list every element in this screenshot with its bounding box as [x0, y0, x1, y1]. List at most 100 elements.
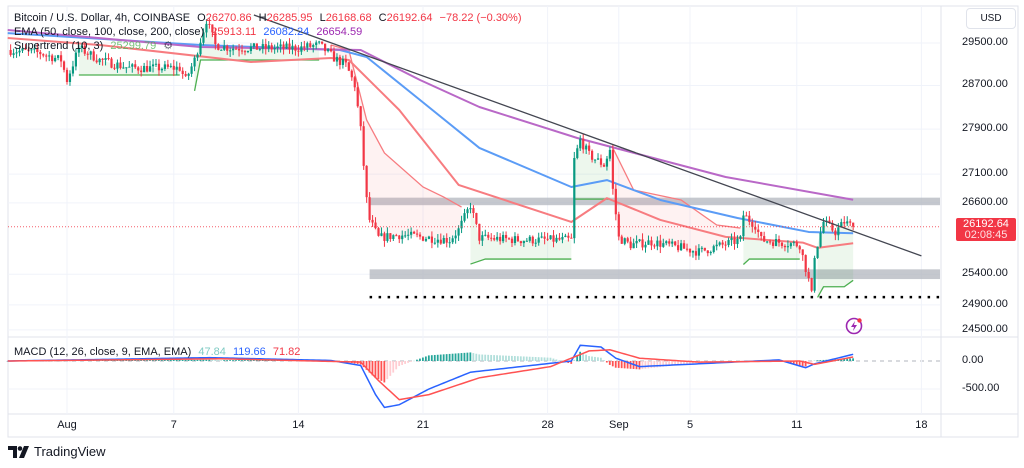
candle-body: [442, 237, 445, 244]
macd-histogram-bar: [795, 361, 798, 366]
macd-histogram-bar: [602, 360, 605, 361]
candle-body: [119, 62, 122, 69]
candle-body: [831, 222, 834, 231]
candle-body: [789, 243, 792, 247]
macd-histogram-bar: [392, 361, 395, 373]
macd-histogram-bar: [534, 357, 537, 361]
candle-body: [160, 68, 164, 71]
macd-histogram-bar: [472, 353, 475, 361]
macd-histogram-bar: [531, 356, 534, 361]
candle-body: [324, 43, 327, 52]
macd-histogram-bar: [430, 355, 433, 361]
candle-body: [834, 230, 837, 236]
candle-body: [564, 235, 567, 238]
candle-body: [504, 234, 508, 239]
macd-histogram-bar: [166, 360, 169, 361]
macd-histogram-bar: [368, 361, 371, 373]
candle-body: [552, 235, 555, 242]
macd-histogram-bar: [255, 360, 258, 361]
macd-histogram-bar: [475, 353, 478, 361]
candle-body: [276, 46, 279, 49]
candle-body: [792, 242, 795, 244]
macd-legend[interactable]: MACD (12, 26, close, 9, EMA, EMA) 47.84 …: [14, 345, 304, 359]
candle-body: [534, 242, 537, 244]
candle-body: [258, 48, 261, 50]
candle-body: [733, 238, 736, 245]
candle-body: [522, 241, 525, 244]
candle-body: [703, 247, 706, 251]
macd-histogram-bar: [226, 360, 228, 361]
candle-body: [223, 45, 226, 50]
macd-histogram-bar: [190, 359, 193, 361]
macd-histogram-bar: [579, 351, 582, 361]
lightning-alert-icon[interactable]: [845, 317, 863, 335]
tradingview-logo[interactable]: TradingView: [8, 444, 106, 459]
candle-body: [329, 49, 333, 52]
candle-body: [614, 188, 617, 215]
candle-body: [561, 237, 564, 240]
candle-body: [496, 236, 499, 240]
candle-body: [380, 233, 383, 236]
macd-histogram-bar: [668, 361, 671, 367]
candle-body: [190, 66, 193, 74]
macd-histogram-bar: [591, 356, 593, 361]
candle-body: [849, 221, 852, 223]
candle-body: [602, 164, 606, 167]
candle-body: [558, 237, 561, 240]
macd-histogram-bar: [223, 360, 226, 361]
candle-body: [843, 222, 846, 224]
macd-histogram-bar: [582, 353, 584, 361]
macd-histogram-bar: [377, 361, 380, 380]
candle-body: [730, 238, 733, 241]
candle-body: [555, 237, 558, 242]
candle-body: [217, 44, 220, 50]
candle-body: [626, 238, 629, 242]
candle-body: [154, 63, 158, 65]
macd-histogram-bar: [674, 361, 676, 366]
candle-body: [297, 50, 300, 52]
trendline: [253, 14, 922, 257]
macd-histogram-bar: [528, 356, 531, 361]
candle-body: [246, 51, 250, 53]
macd-histogram-bar: [442, 354, 445, 361]
currency-button[interactable]: USD: [966, 8, 1016, 29]
macd-histogram-bar: [389, 361, 392, 376]
supertrend-down-line: [612, 147, 741, 229]
settings-gear-icon[interactable]: ⚙: [163, 40, 174, 52]
macd-histogram-bar: [478, 354, 481, 361]
candle-body: [157, 63, 161, 71]
supertrend-fill: [612, 148, 741, 252]
candle-body: [706, 250, 709, 254]
macd-histogram-bar: [522, 356, 525, 361]
candle-body: [252, 43, 255, 47]
macd-histogram-bar: [689, 361, 691, 364]
candle-body: [36, 48, 39, 52]
supertrend-fill: [470, 204, 572, 265]
high-value: 26285.95: [266, 12, 313, 24]
candle-body: [98, 58, 101, 63]
macd-histogram-bar: [543, 357, 546, 361]
supertrend-legend[interactable]: Supertrend (10, 3) 25299.79 ⚙: [14, 39, 177, 53]
candle-body: [549, 235, 552, 240]
macd-histogram-bar: [588, 356, 590, 361]
macd-histogram-bar: [199, 359, 202, 361]
macd-histogram-bar: [816, 360, 819, 361]
macd-histogram-bar: [398, 361, 401, 367]
candle-body: [306, 43, 309, 48]
macd-histogram-bar: [496, 355, 498, 361]
candle-body: [338, 56, 342, 65]
candle-body: [837, 227, 840, 236]
candle-body: [807, 271, 810, 279]
candle-body: [700, 247, 703, 249]
candle-body: [178, 66, 181, 71]
macd-histogram-bar: [220, 360, 223, 361]
symbol-legend: Bitcoin / U.S. Dollar, 4h, COINBASE O262…: [14, 11, 526, 25]
candle-body: [513, 236, 517, 244]
ema-legend[interactable]: EMA (50, close, 100, close, 200, close) …: [14, 25, 366, 39]
macd-histogram-bar: [410, 361, 412, 362]
candle-body: [769, 241, 772, 243]
price-tick-label: 29500.00: [962, 36, 1008, 48]
candle-body: [543, 236, 546, 239]
candle-body: [309, 43, 312, 47]
